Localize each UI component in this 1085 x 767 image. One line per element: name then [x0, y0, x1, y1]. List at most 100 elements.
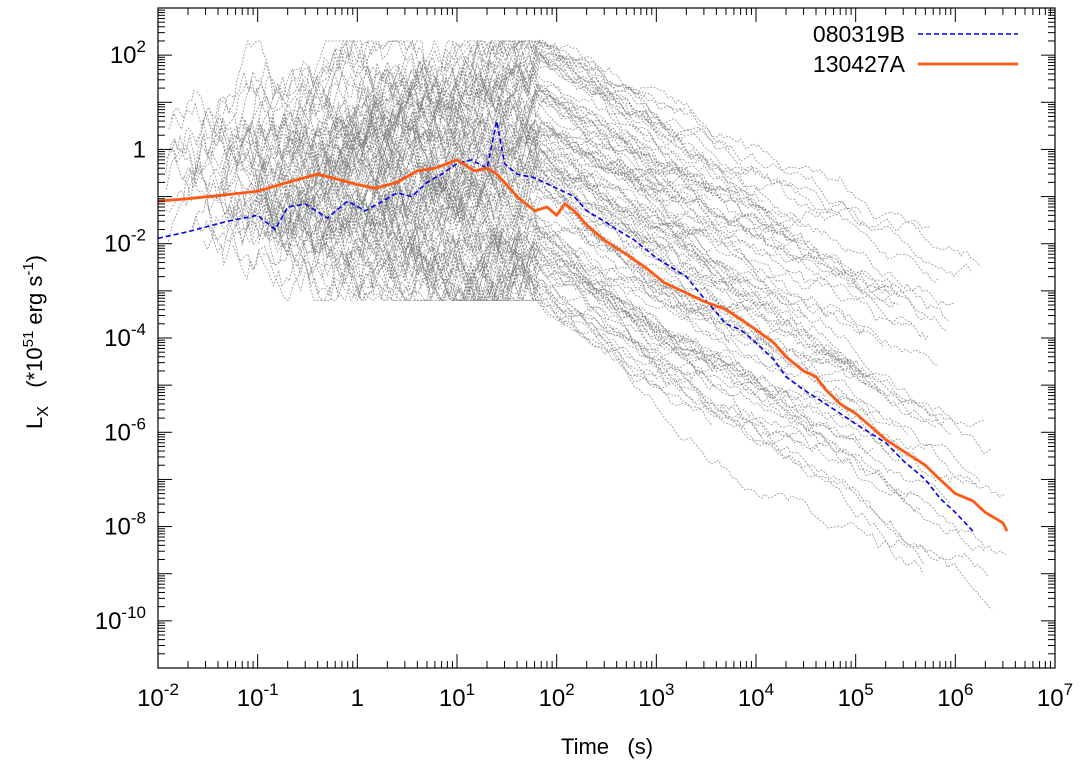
background-curve	[266, 217, 773, 348]
background-curve	[379, 50, 925, 321]
background-curve	[380, 93, 737, 233]
y-tick-label: 1	[133, 136, 146, 163]
x-tick-label: 10-2	[137, 680, 179, 712]
background-curve	[345, 101, 702, 376]
background-curve	[204, 40, 712, 253]
background-curve	[258, 86, 808, 318]
background-curve	[222, 150, 860, 367]
background-curve	[351, 75, 815, 251]
x-tick-label: 10-1	[237, 680, 279, 712]
background-curve	[232, 128, 870, 378]
background-curve	[295, 82, 678, 225]
x-tick-label: 107	[1037, 680, 1073, 712]
series-line-130427A	[158, 158, 1009, 532]
background-curve	[286, 132, 918, 458]
background-curve	[174, 129, 792, 325]
background-curve	[366, 108, 766, 268]
y-tick-label: 10-8	[104, 509, 146, 541]
background-curve	[335, 160, 853, 364]
background-curve	[266, 53, 774, 231]
background-curve	[183, 40, 708, 233]
background-curve	[313, 162, 926, 565]
background-curve	[303, 148, 790, 327]
background-curve	[166, 40, 981, 267]
background-curve	[271, 162, 751, 284]
legend: 080319B 130427A	[813, 21, 1018, 77]
background-curve	[357, 121, 796, 224]
y-tick-label: 102	[110, 37, 146, 69]
background-curve	[224, 40, 804, 449]
x-axis: 10-2 10-1 1 101 102 103 104 105 106 107	[137, 8, 1073, 712]
x-tick-label: 103	[638, 680, 674, 712]
background-curve	[232, 64, 863, 296]
background-curve	[341, 88, 949, 321]
x-tick-label: 106	[937, 680, 973, 712]
y-axis-label-main: L	[22, 417, 47, 429]
background-curve	[171, 39, 666, 174]
series-line-080319B	[158, 120, 974, 532]
background-curve	[191, 122, 715, 301]
background-curve	[171, 145, 986, 427]
background-curve	[191, 40, 672, 232]
background-curve	[187, 39, 704, 202]
y-tick-label: 10-6	[104, 414, 146, 446]
background-curve	[261, 84, 792, 241]
background-curve	[304, 49, 730, 176]
x-tick-label: 102	[539, 680, 575, 712]
background-curve	[337, 52, 837, 228]
background-curve	[262, 222, 924, 575]
background-curve	[346, 167, 914, 406]
y-axis-label-unit: erg s	[22, 276, 47, 331]
data-series	[158, 120, 1009, 532]
background-curve	[291, 117, 670, 385]
y-axis-label-sub: X	[35, 406, 52, 417]
background-curve	[165, 119, 826, 441]
background-curve	[264, 148, 922, 513]
x-tick-label: 105	[838, 680, 874, 712]
y-tick-label: 10-10	[95, 603, 146, 635]
background-curve	[310, 111, 948, 332]
background-curve	[242, 124, 874, 455]
y-axis-label-exp: 51	[20, 331, 37, 348]
y-axis-label: LX (*1051 erg s-1)	[20, 255, 52, 429]
background-curve	[236, 39, 955, 306]
background-curve	[379, 124, 806, 318]
background-curve	[278, 86, 862, 441]
background-curve	[309, 221, 718, 376]
background-curve	[248, 159, 882, 392]
y-tick-label: 10-4	[104, 320, 146, 352]
y-axis-label-exp2: -1	[20, 262, 37, 275]
background-curve	[209, 39, 748, 235]
background-curve	[297, 75, 929, 341]
background-curve	[290, 192, 1005, 498]
background-curve	[261, 127, 770, 306]
background-curve	[219, 170, 936, 428]
svg-text:LX (*1051 erg s-1): LX (*1051 erg s-1)	[20, 255, 52, 429]
x-tick-label: 1	[351, 685, 364, 712]
background-curve	[363, 52, 973, 278]
background-curve	[322, 77, 902, 297]
background-curve	[312, 68, 939, 283]
background-curve	[282, 40, 674, 167]
background-curve	[324, 64, 909, 435]
background-curve	[353, 216, 982, 483]
background-curve	[361, 89, 687, 205]
background-curve	[362, 234, 731, 345]
background-curve	[349, 168, 853, 466]
y-tick-label: 10-2	[104, 226, 146, 258]
background-curve	[165, 39, 686, 191]
background-curve	[247, 98, 884, 347]
background-curve	[211, 98, 899, 308]
background-curve	[221, 40, 891, 292]
background-curve	[254, 142, 661, 331]
background-curve	[366, 189, 767, 382]
background-curve	[204, 39, 931, 251]
x-tick-label: 104	[738, 680, 774, 712]
legend-label: 130427A	[813, 51, 906, 77]
background-curve	[271, 196, 749, 312]
y-axis: 10-10 10-8 10-6 10-4 10-2 1 102	[95, 9, 1055, 669]
x-axis-label: Time (s)	[561, 734, 653, 759]
background-curve	[356, 46, 805, 227]
y-axis-label-close: )	[22, 255, 47, 262]
